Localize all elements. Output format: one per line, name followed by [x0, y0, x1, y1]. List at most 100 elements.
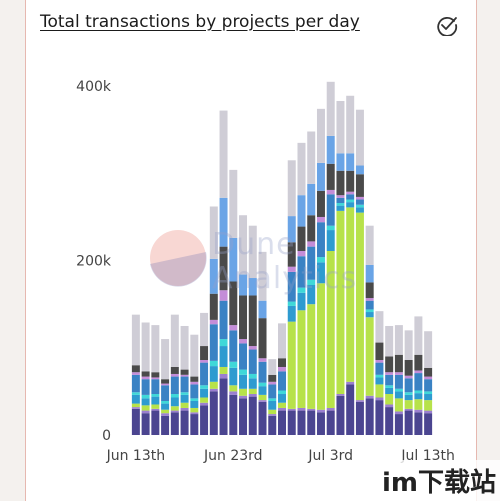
- bar-segment[interactable]: [229, 169, 238, 238]
- bar-segment[interactable]: [131, 394, 140, 404]
- bar-segment[interactable]: [346, 202, 355, 208]
- bar-segment[interactable]: [365, 317, 374, 396]
- bar-segment[interactable]: [151, 404, 160, 409]
- bar-segment[interactable]: [355, 212, 364, 401]
- bar-segment[interactable]: [326, 189, 335, 195]
- bar-segment[interactable]: [307, 304, 316, 409]
- bar-segment[interactable]: [287, 410, 296, 435]
- bar-segment[interactable]: [287, 301, 296, 306]
- bar-segment[interactable]: [375, 400, 384, 435]
- bar-segment[interactable]: [394, 354, 403, 373]
- bar-segment[interactable]: [326, 407, 335, 411]
- bar-segment[interactable]: [200, 388, 209, 398]
- bar-segment[interactable]: [161, 385, 170, 401]
- bar-segment[interactable]: [307, 241, 316, 247]
- bar-segment[interactable]: [316, 108, 325, 163]
- bar-segment[interactable]: [248, 394, 257, 397]
- bar-segment[interactable]: [316, 412, 325, 435]
- bar-segment[interactable]: [209, 324, 218, 361]
- bar-segment[interactable]: [375, 384, 384, 398]
- bar-segment[interactable]: [307, 215, 316, 242]
- bar-segment[interactable]: [209, 319, 218, 325]
- bar-segment[interactable]: [424, 413, 433, 435]
- bar-segment[interactable]: [307, 183, 316, 216]
- bar-segment[interactable]: [355, 400, 364, 402]
- bar-segment[interactable]: [239, 395, 248, 399]
- bar-segment[interactable]: [268, 414, 277, 416]
- bar-segment[interactable]: [131, 407, 140, 409]
- bar-segment[interactable]: [151, 394, 160, 397]
- bar-segment[interactable]: [229, 281, 238, 326]
- bar-segment[interactable]: [258, 386, 267, 395]
- bar-segment[interactable]: [404, 375, 413, 379]
- bar-segment[interactable]: [161, 339, 170, 380]
- bar-segment[interactable]: [258, 361, 267, 383]
- bar-segment[interactable]: [365, 298, 374, 301]
- bar-segment[interactable]: [219, 346, 228, 367]
- bar-segment[interactable]: [307, 279, 316, 285]
- bar-segment[interactable]: [239, 274, 248, 296]
- bar-segment[interactable]: [287, 216, 296, 243]
- bar-segment[interactable]: [326, 225, 335, 231]
- bar-segment[interactable]: [141, 376, 150, 380]
- bar-segment[interactable]: [200, 397, 209, 403]
- bar-segment[interactable]: [131, 365, 140, 373]
- bar-segment[interactable]: [385, 387, 394, 395]
- bar-segment[interactable]: [209, 360, 218, 367]
- bar-segment[interactable]: [375, 360, 384, 363]
- bar-segment[interactable]: [229, 391, 238, 395]
- bar-segment[interactable]: [394, 411, 403, 415]
- bar-segment[interactable]: [316, 409, 325, 413]
- bar-segment[interactable]: [394, 325, 403, 355]
- bar-segment[interactable]: [355, 204, 364, 208]
- bar-segment[interactable]: [287, 321, 296, 409]
- bar-segment[interactable]: [336, 394, 345, 396]
- bar-segment[interactable]: [141, 405, 150, 411]
- bar-segment[interactable]: [355, 199, 364, 205]
- bar-segment[interactable]: [268, 415, 277, 435]
- bar-segment[interactable]: [336, 203, 345, 206]
- bar-segment[interactable]: [170, 406, 179, 411]
- bar-segment[interactable]: [200, 346, 209, 360]
- bar-segment[interactable]: [239, 339, 248, 344]
- bar-segment[interactable]: [200, 312, 209, 347]
- bar-segment[interactable]: [287, 305, 296, 322]
- bar-segment[interactable]: [268, 359, 277, 375]
- bar-segment[interactable]: [365, 264, 374, 283]
- bar-segment[interactable]: [287, 160, 296, 217]
- bar-segment[interactable]: [209, 258, 218, 294]
- bar-segment[interactable]: [336, 195, 345, 198]
- bar-segment[interactable]: [239, 215, 248, 275]
- bar-segment[interactable]: [404, 392, 413, 395]
- bar-segment[interactable]: [404, 408, 413, 411]
- bar-segment[interactable]: [278, 407, 286, 411]
- bar-segment[interactable]: [414, 409, 423, 413]
- bar-segment[interactable]: [326, 194, 335, 226]
- bar-segment[interactable]: [307, 410, 316, 435]
- bar-segment[interactable]: [200, 405, 209, 435]
- bar-segment[interactable]: [229, 367, 238, 386]
- bar-segment[interactable]: [278, 366, 286, 372]
- bar-segment[interactable]: [326, 135, 335, 164]
- bar-segment[interactable]: [394, 372, 403, 375]
- bar-segment[interactable]: [316, 190, 325, 217]
- bar-segment[interactable]: [268, 384, 277, 399]
- bar-segment[interactable]: [385, 356, 394, 373]
- bar-segment[interactable]: [297, 195, 306, 227]
- bar-segment[interactable]: [219, 300, 228, 340]
- bar-segment[interactable]: [268, 374, 277, 382]
- bar-segment[interactable]: [346, 170, 355, 192]
- bar-segment[interactable]: [365, 282, 374, 299]
- bar-segment[interactable]: [346, 207, 355, 382]
- bar-segment[interactable]: [258, 300, 267, 319]
- bar-segment[interactable]: [190, 334, 199, 377]
- bar-segment[interactable]: [258, 400, 267, 402]
- bar-segment[interactable]: [170, 394, 179, 398]
- bar-segment[interactable]: [170, 314, 179, 367]
- bar-segment[interactable]: [385, 407, 394, 435]
- bar-segment[interactable]: [365, 309, 374, 313]
- bar-segment[interactable]: [404, 360, 413, 376]
- bar-segment[interactable]: [151, 396, 160, 405]
- bar-segment[interactable]: [161, 383, 170, 386]
- bar-segment[interactable]: [346, 381, 355, 385]
